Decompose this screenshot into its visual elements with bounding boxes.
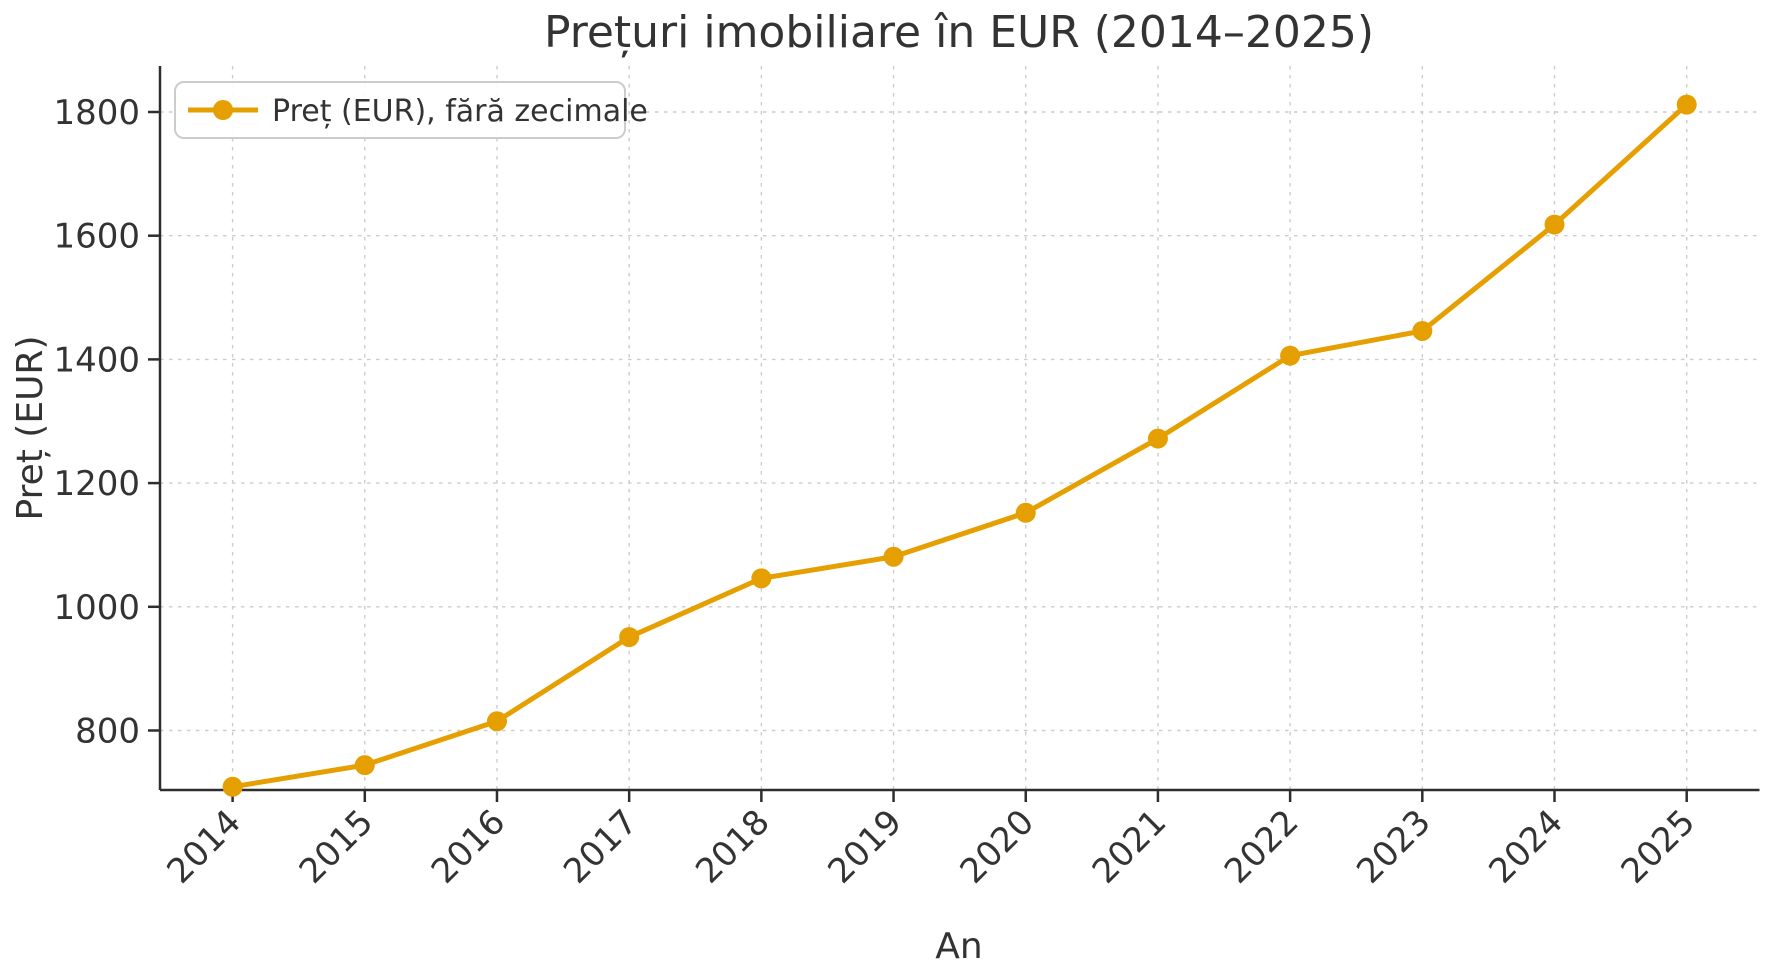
x-axis-label: An	[935, 926, 982, 967]
x-gridlines	[231, 66, 1688, 790]
x-tick-label: 2018	[688, 802, 777, 891]
y-axis-label: Preț (EUR)	[10, 336, 51, 521]
data-point	[1147, 428, 1168, 449]
x-tick-label: 2023	[1349, 802, 1438, 891]
legend: Preț (EUR), fără zecimale	[174, 81, 648, 139]
data-point	[1544, 214, 1565, 235]
y-tick-label: 1000	[53, 588, 140, 628]
legend-marker-icon	[213, 100, 233, 120]
x-tick-label: 2022	[1217, 802, 1306, 891]
y-tick-label: 1600	[53, 217, 140, 257]
data-point	[354, 755, 375, 776]
data-point	[751, 568, 772, 589]
tick-marks	[148, 110, 1688, 802]
x-tick-label: 2021	[1085, 802, 1174, 891]
x-tick-label: 2016	[424, 802, 513, 891]
data-series	[222, 94, 1697, 797]
data-point	[619, 627, 640, 648]
chart-title: Prețuri imobiliare în EUR (2014–2025)	[544, 7, 1374, 58]
legend-box	[174, 81, 626, 139]
x-tick-labels: 2014 2015 2016 2017 2018 2019 2020 2021 2022 2023…	[159, 802, 1703, 891]
data-point	[1280, 345, 1301, 366]
axes-spines	[158, 66, 1760, 792]
x-tick-label: 2017	[556, 802, 645, 891]
x-tick-label: 2024	[1481, 802, 1570, 891]
y-tick-labels: 800 1000 1200 1400 1600 1800	[53, 93, 140, 752]
y-tick-label: 1200	[53, 464, 140, 504]
x-tick-label: 2014	[159, 802, 248, 891]
data-point	[1015, 502, 1036, 523]
data-point	[1412, 320, 1433, 341]
data-line	[230, 102, 1690, 790]
legend-label: Preț (EUR), fără zecimale	[272, 94, 648, 129]
y-gridlines	[160, 111, 1760, 732]
y-tick-label: 1800	[53, 93, 140, 133]
x-tick-label: 2015	[292, 802, 381, 891]
data-point	[222, 776, 243, 797]
data-point	[883, 546, 904, 567]
y-tick-label: 1400	[53, 340, 140, 380]
x-tick-label: 2025	[1614, 802, 1703, 891]
y-tick-label: 800	[75, 712, 140, 752]
x-tick-label: 2020	[953, 802, 1042, 891]
data-point	[1676, 94, 1697, 115]
x-tick-label: 2019	[820, 802, 909, 891]
data-point	[486, 711, 507, 732]
